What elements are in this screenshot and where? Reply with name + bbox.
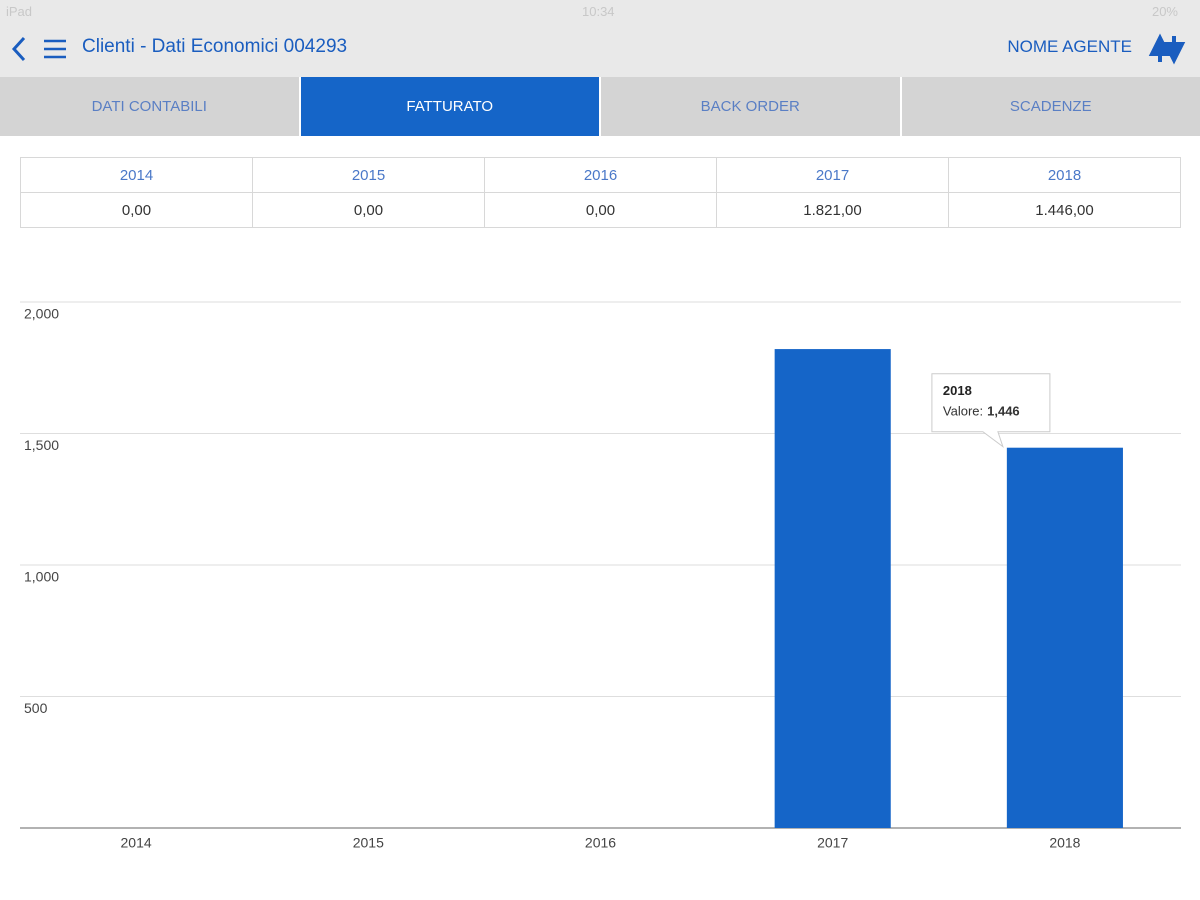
header-cell: 2017: [716, 157, 949, 193]
bar: [774, 349, 891, 828]
tooltip-box: [931, 373, 1051, 449]
value-cell: 1.446,00: [948, 192, 1181, 228]
header-cell: 2015: [252, 157, 485, 193]
x-tick-label: 2018: [1049, 835, 1080, 851]
tab[interactable]: FATTURATO: [300, 77, 599, 136]
bar: [1006, 447, 1123, 828]
tooltip-text: Valore: 1,446: [943, 404, 1020, 419]
tooltip: 2018 Valore: 1,446: [931, 373, 1051, 449]
table-header: 2014 2015 2016 2017 2018: [20, 157, 1181, 193]
y-tick-label: 1,000: [24, 569, 59, 585]
status-bar: iPad 10:34 20%: [0, 0, 1200, 22]
header-cell: 2018: [948, 157, 1181, 193]
x-tick-label: 2015: [353, 835, 384, 851]
sync-button[interactable]: [1146, 32, 1186, 66]
table-row: 0,00 0,00 0,00 1.821,00 1.446,00: [20, 192, 1181, 228]
x-tick-label: 2017: [817, 835, 848, 851]
value-cell: 0,00: [252, 192, 485, 228]
value-cell: 1.821,00: [716, 192, 949, 228]
x-tick-label: 2014: [121, 835, 152, 851]
back-button[interactable]: [11, 36, 26, 62]
tab[interactable]: BACK ORDER: [601, 77, 900, 136]
y-tick-label: 1,500: [24, 437, 59, 453]
y-tick-label: 2,000: [24, 306, 59, 322]
tab[interactable]: SCADENZE: [901, 77, 1200, 136]
page-title: Clienti - Dati Economici 004293: [82, 36, 348, 57]
nav-bar: Clienti - Dati Economici 004293 NOME AGE…: [0, 22, 1200, 77]
tooltip-label: Valore:: [943, 404, 983, 419]
x-tick-label: 2016: [585, 835, 616, 851]
tab[interactable]: DATI CONTABILI: [0, 77, 299, 136]
header-cell: 2016: [484, 157, 717, 193]
tab-bar: DATI CONTABILI FATTURATO BACK ORDER SCAD…: [0, 77, 1200, 136]
clock: 10:34: [582, 4, 615, 19]
value-cell: 0,00: [484, 192, 717, 228]
header-cell: 2014: [20, 157, 253, 193]
y-tick-label: 500: [24, 700, 48, 716]
value-cell: 0,00: [20, 192, 253, 228]
menu-button[interactable]: [44, 39, 66, 59]
device-name: iPad: [6, 4, 33, 19]
agent-button[interactable]: NOME AGENTE: [1007, 37, 1132, 56]
tooltip-title: 2018: [943, 383, 972, 398]
data-table: 2014 2015 2016 2017 2018 0,00 0,00 0,00 1.821,0…: [20, 157, 1181, 228]
nav-icons: [11, 36, 66, 62]
tooltip-value: 1,446: [987, 404, 1020, 419]
battery: 20%: [1151, 4, 1178, 19]
